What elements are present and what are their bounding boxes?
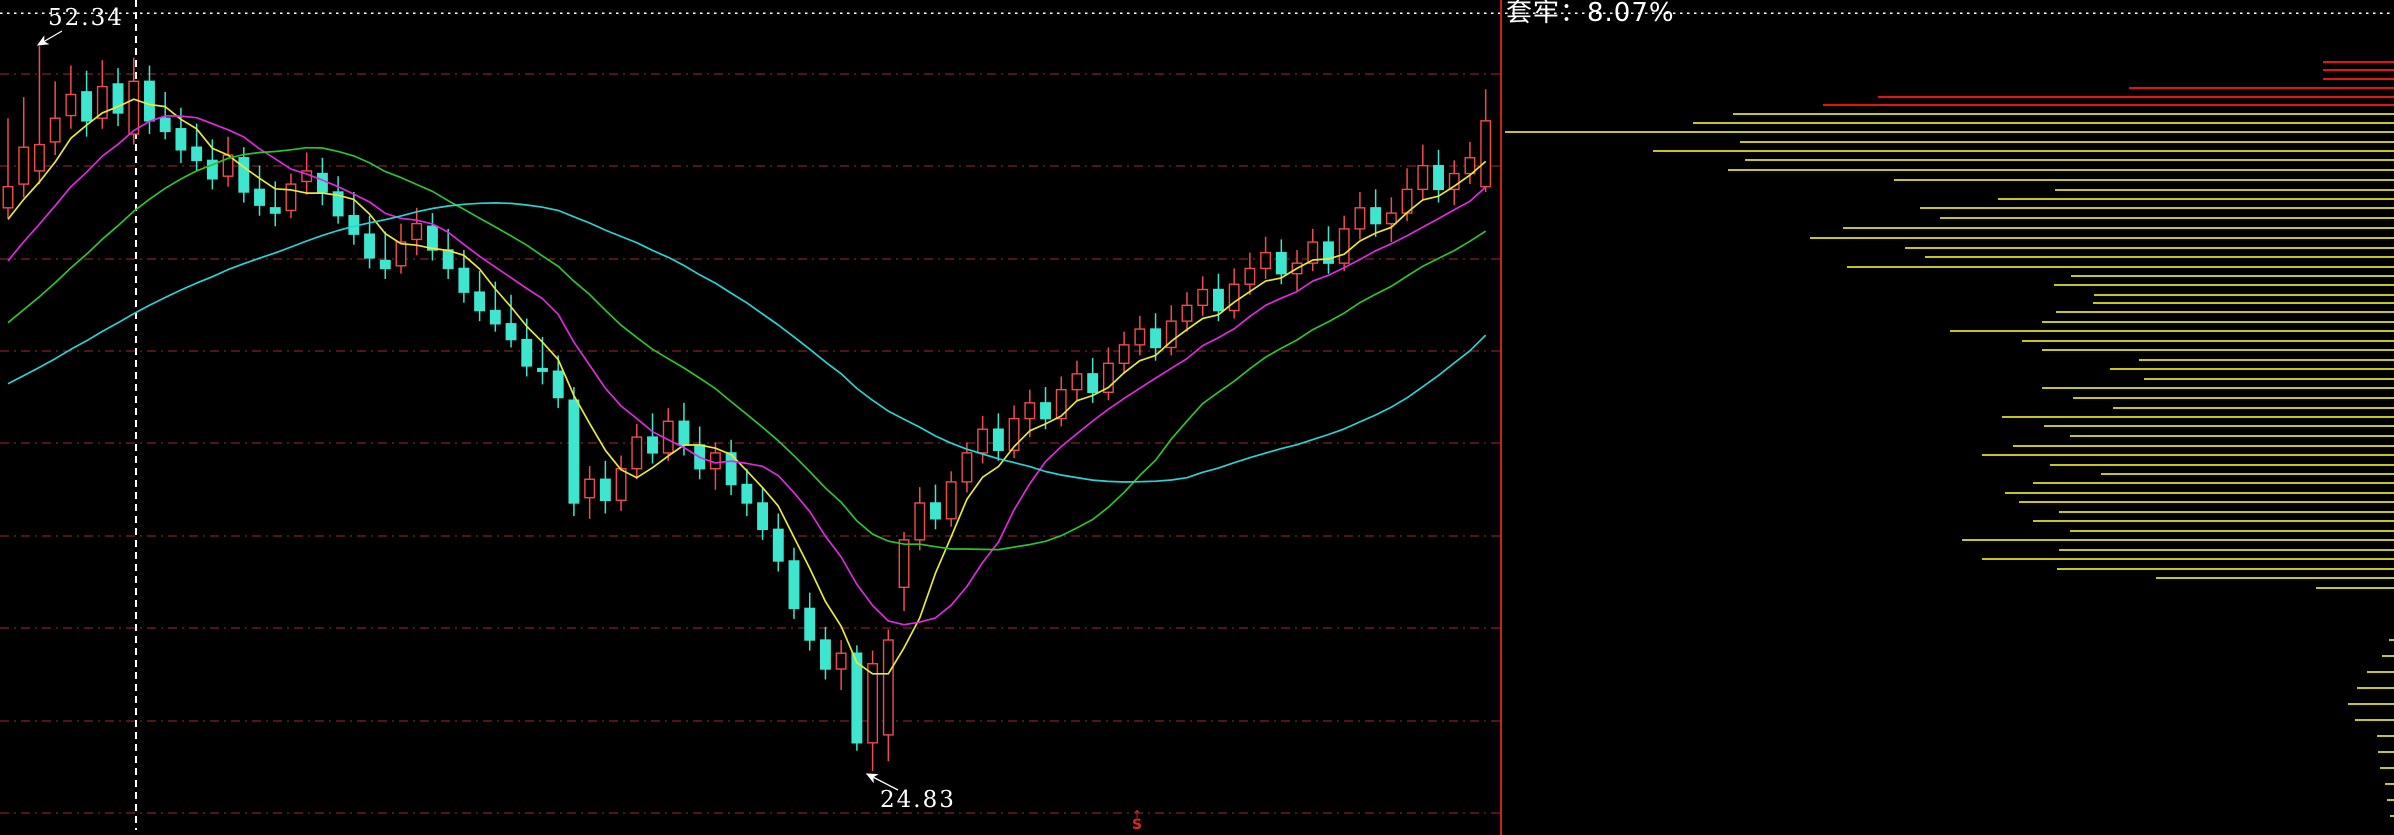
- sell-signal-marker: ↑ S: [1132, 808, 1143, 833]
- sell-signal-letter: S: [1132, 817, 1143, 833]
- up-arrow-icon: ↑: [1132, 808, 1142, 821]
- trapped-ratio-label: 套牢：8.07%: [1506, 0, 1675, 28]
- low-price-label: 24.83: [880, 787, 956, 813]
- high-price-label: 52.34: [48, 5, 124, 31]
